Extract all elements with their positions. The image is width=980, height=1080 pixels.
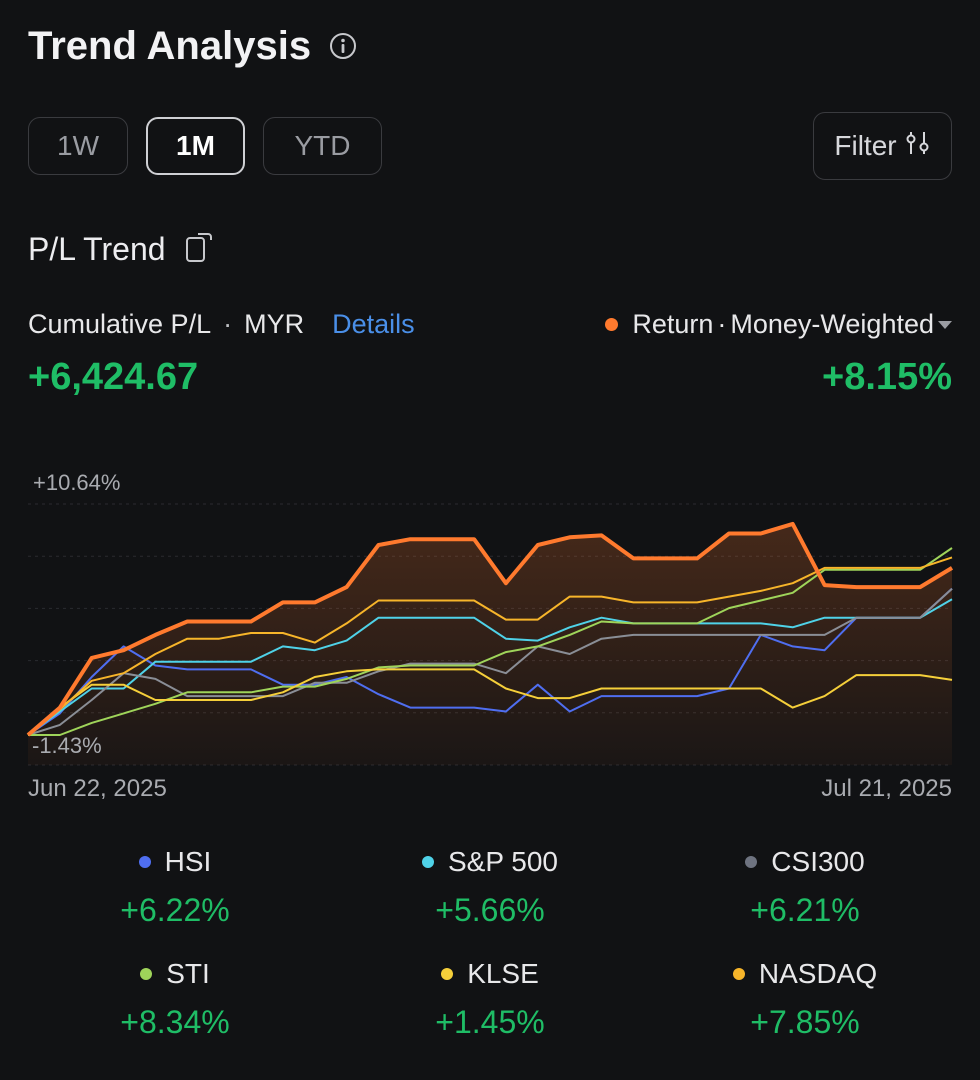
series-line-nasdaq [27,556,953,736]
return-separator: · [717,308,727,339]
klse-dot [441,968,454,980]
filter-button[interactable]: Filter [813,112,952,180]
tab-1m[interactable]: 1M [146,117,245,175]
legend-item-klse[interactable]: KLSE +1.45% [340,952,640,1041]
separator: · [223,308,233,339]
tab-ytd[interactable]: YTD [263,117,382,175]
currency-label: MYR [244,308,305,339]
chart-svg: +10.64% -1.43% Jun 22, 2025 Jul 21, 2025 [26,470,954,802]
legend-value: +8.34% [120,1004,230,1040]
benchmark-legend: HSI +6.22% S&P 500 +5.66% CSI300 +6.21% … [0,840,980,1060]
legend-value: +6.22% [120,892,230,928]
x-end-label: Jul 21, 2025 [821,775,952,802]
cumulative-label: Cumulative P/L [28,308,212,339]
return-area [28,523,952,765]
legend-value: +6.21% [750,892,860,928]
legend-name: STI [166,958,210,989]
details-link[interactable]: Details [332,308,415,339]
series-line-sti [28,547,953,736]
cumulative-value: +6,424.67 [28,356,199,398]
return-dot [605,317,619,331]
tab-1m-label: 1M [176,130,215,161]
info-circle-icon[interactable] [329,32,357,60]
header: Trend Analysis [28,20,357,72]
pl-trend-chart[interactable]: +10.64% -1.43% Jun 22, 2025 Jul 21, 2025 [0,460,980,810]
cumulative-row: Cumulative P/L · MYR Details [28,304,415,344]
legend-value: +5.66% [435,892,545,928]
x-start-label: Jun 22, 2025 [28,775,167,802]
legend-name: HSI [164,846,212,877]
series-line-return [26,521,954,737]
legend-item-nasdaq[interactable]: NASDAQ +7.85% [655,952,955,1041]
legend-name: KLSE [467,958,539,989]
return-value: +8.15% [822,356,952,398]
chevron-down-icon [938,321,952,329]
legend-item-hsi[interactable]: HSI +6.22% [25,840,325,929]
series-line-hsi [27,587,953,736]
nasdaq-dot [732,968,745,980]
tab-1w-label: 1W [57,130,99,161]
share-icon[interactable] [184,230,214,269]
legend-item-csi300[interactable]: CSI300 +6.21% [655,840,955,929]
legend-name: S&P 500 [447,846,559,877]
return-label: Return [632,308,714,339]
tab-1w[interactable]: 1W [28,117,128,175]
sliders-icon [905,129,931,164]
page-title: Trend Analysis [28,23,312,68]
filter-label: Filter [834,130,897,161]
csi300-dot [745,856,758,868]
sp500-dot [421,856,434,868]
section-header: P/L Trend [28,226,214,272]
legend-value: +7.85% [750,1004,860,1040]
legend-item-sp500[interactable]: S&P 500 +5.66% [340,840,640,929]
legend-item-sti[interactable]: STI +8.34% [25,952,325,1041]
return-selector[interactable]: Return · Money-Weighted [605,304,952,344]
legend-name: CSI300 [771,846,865,877]
y-bottom-label: -1.43% [32,733,102,758]
sti-dot [140,968,153,980]
series-line-klse [27,668,953,736]
section-title: P/L Trend [28,230,166,267]
legend-name: NASDAQ [758,958,878,989]
y-top-label: +10.64% [33,470,120,495]
return-type: Money-Weighted [730,308,934,339]
legend-value: +1.45% [435,1004,545,1040]
hsi-dot [138,856,151,868]
series-line-s-p-500 [27,598,953,736]
tab-ytd-label: YTD [294,130,351,161]
